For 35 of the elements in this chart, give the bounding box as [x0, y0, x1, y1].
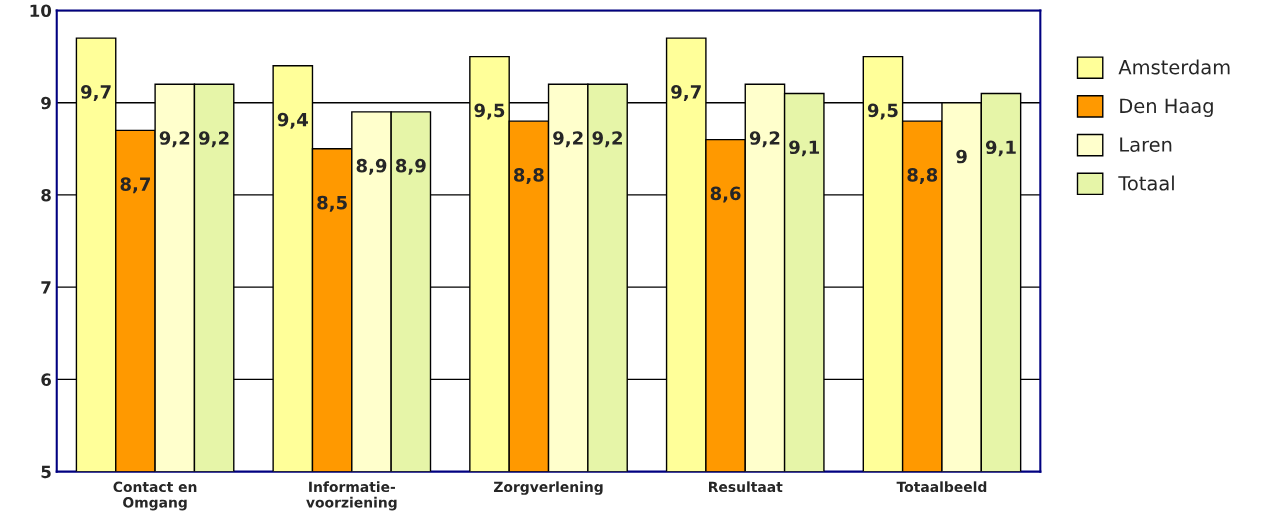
x-tick-label: Zorgverlening [493, 481, 603, 495]
data-label: 9 [956, 149, 967, 164]
y-tick-label: 5 [41, 465, 51, 479]
y-tick-label: 6 [41, 373, 51, 386]
x-tick-label: Contact en Omgang [113, 481, 197, 511]
data-label: 8,8 [513, 168, 544, 185]
data-label: 9,2 [553, 131, 583, 148]
data-label: 8,8 [907, 168, 938, 185]
data-label: 8,9 [356, 158, 387, 175]
data-label: 9,5 [867, 103, 898, 120]
legend-label: Totaal [1118, 175, 1174, 191]
data-label: 9,2 [592, 131, 622, 148]
data-label: 9,2 [199, 131, 229, 148]
data-label: 9,5 [474, 103, 505, 120]
legend-label: Amsterdam [1118, 59, 1230, 75]
y-tick-label: 9 [41, 96, 51, 110]
data-label: 9,1 [985, 140, 1016, 157]
x-tick-label: Resultaat [709, 481, 783, 493]
data-label: 9,2 [159, 131, 190, 148]
data-label: 9,7 [671, 85, 701, 102]
legend-label: Den Haag [1120, 98, 1213, 117]
data-label: 8,5 [317, 195, 347, 212]
data-label: 9,1 [789, 140, 820, 157]
y-tick-label: 10 [30, 4, 52, 18]
data-label: 9,4 [277, 112, 308, 129]
x-tick-label: Totaalbeeld [896, 481, 987, 493]
legend-label: Laren [1120, 137, 1172, 152]
data-label: 9,7 [81, 85, 111, 102]
data-label: 8,9 [395, 158, 426, 175]
y-tick-label: 8 [41, 188, 51, 202]
data-label: 8,6 [710, 186, 741, 203]
x-tick-label: Informatie- voorziening [306, 481, 397, 511]
data-label: 8,7 [120, 177, 150, 194]
data-label: 9,2 [749, 131, 780, 148]
y-tick-label: 7 [41, 281, 51, 294]
